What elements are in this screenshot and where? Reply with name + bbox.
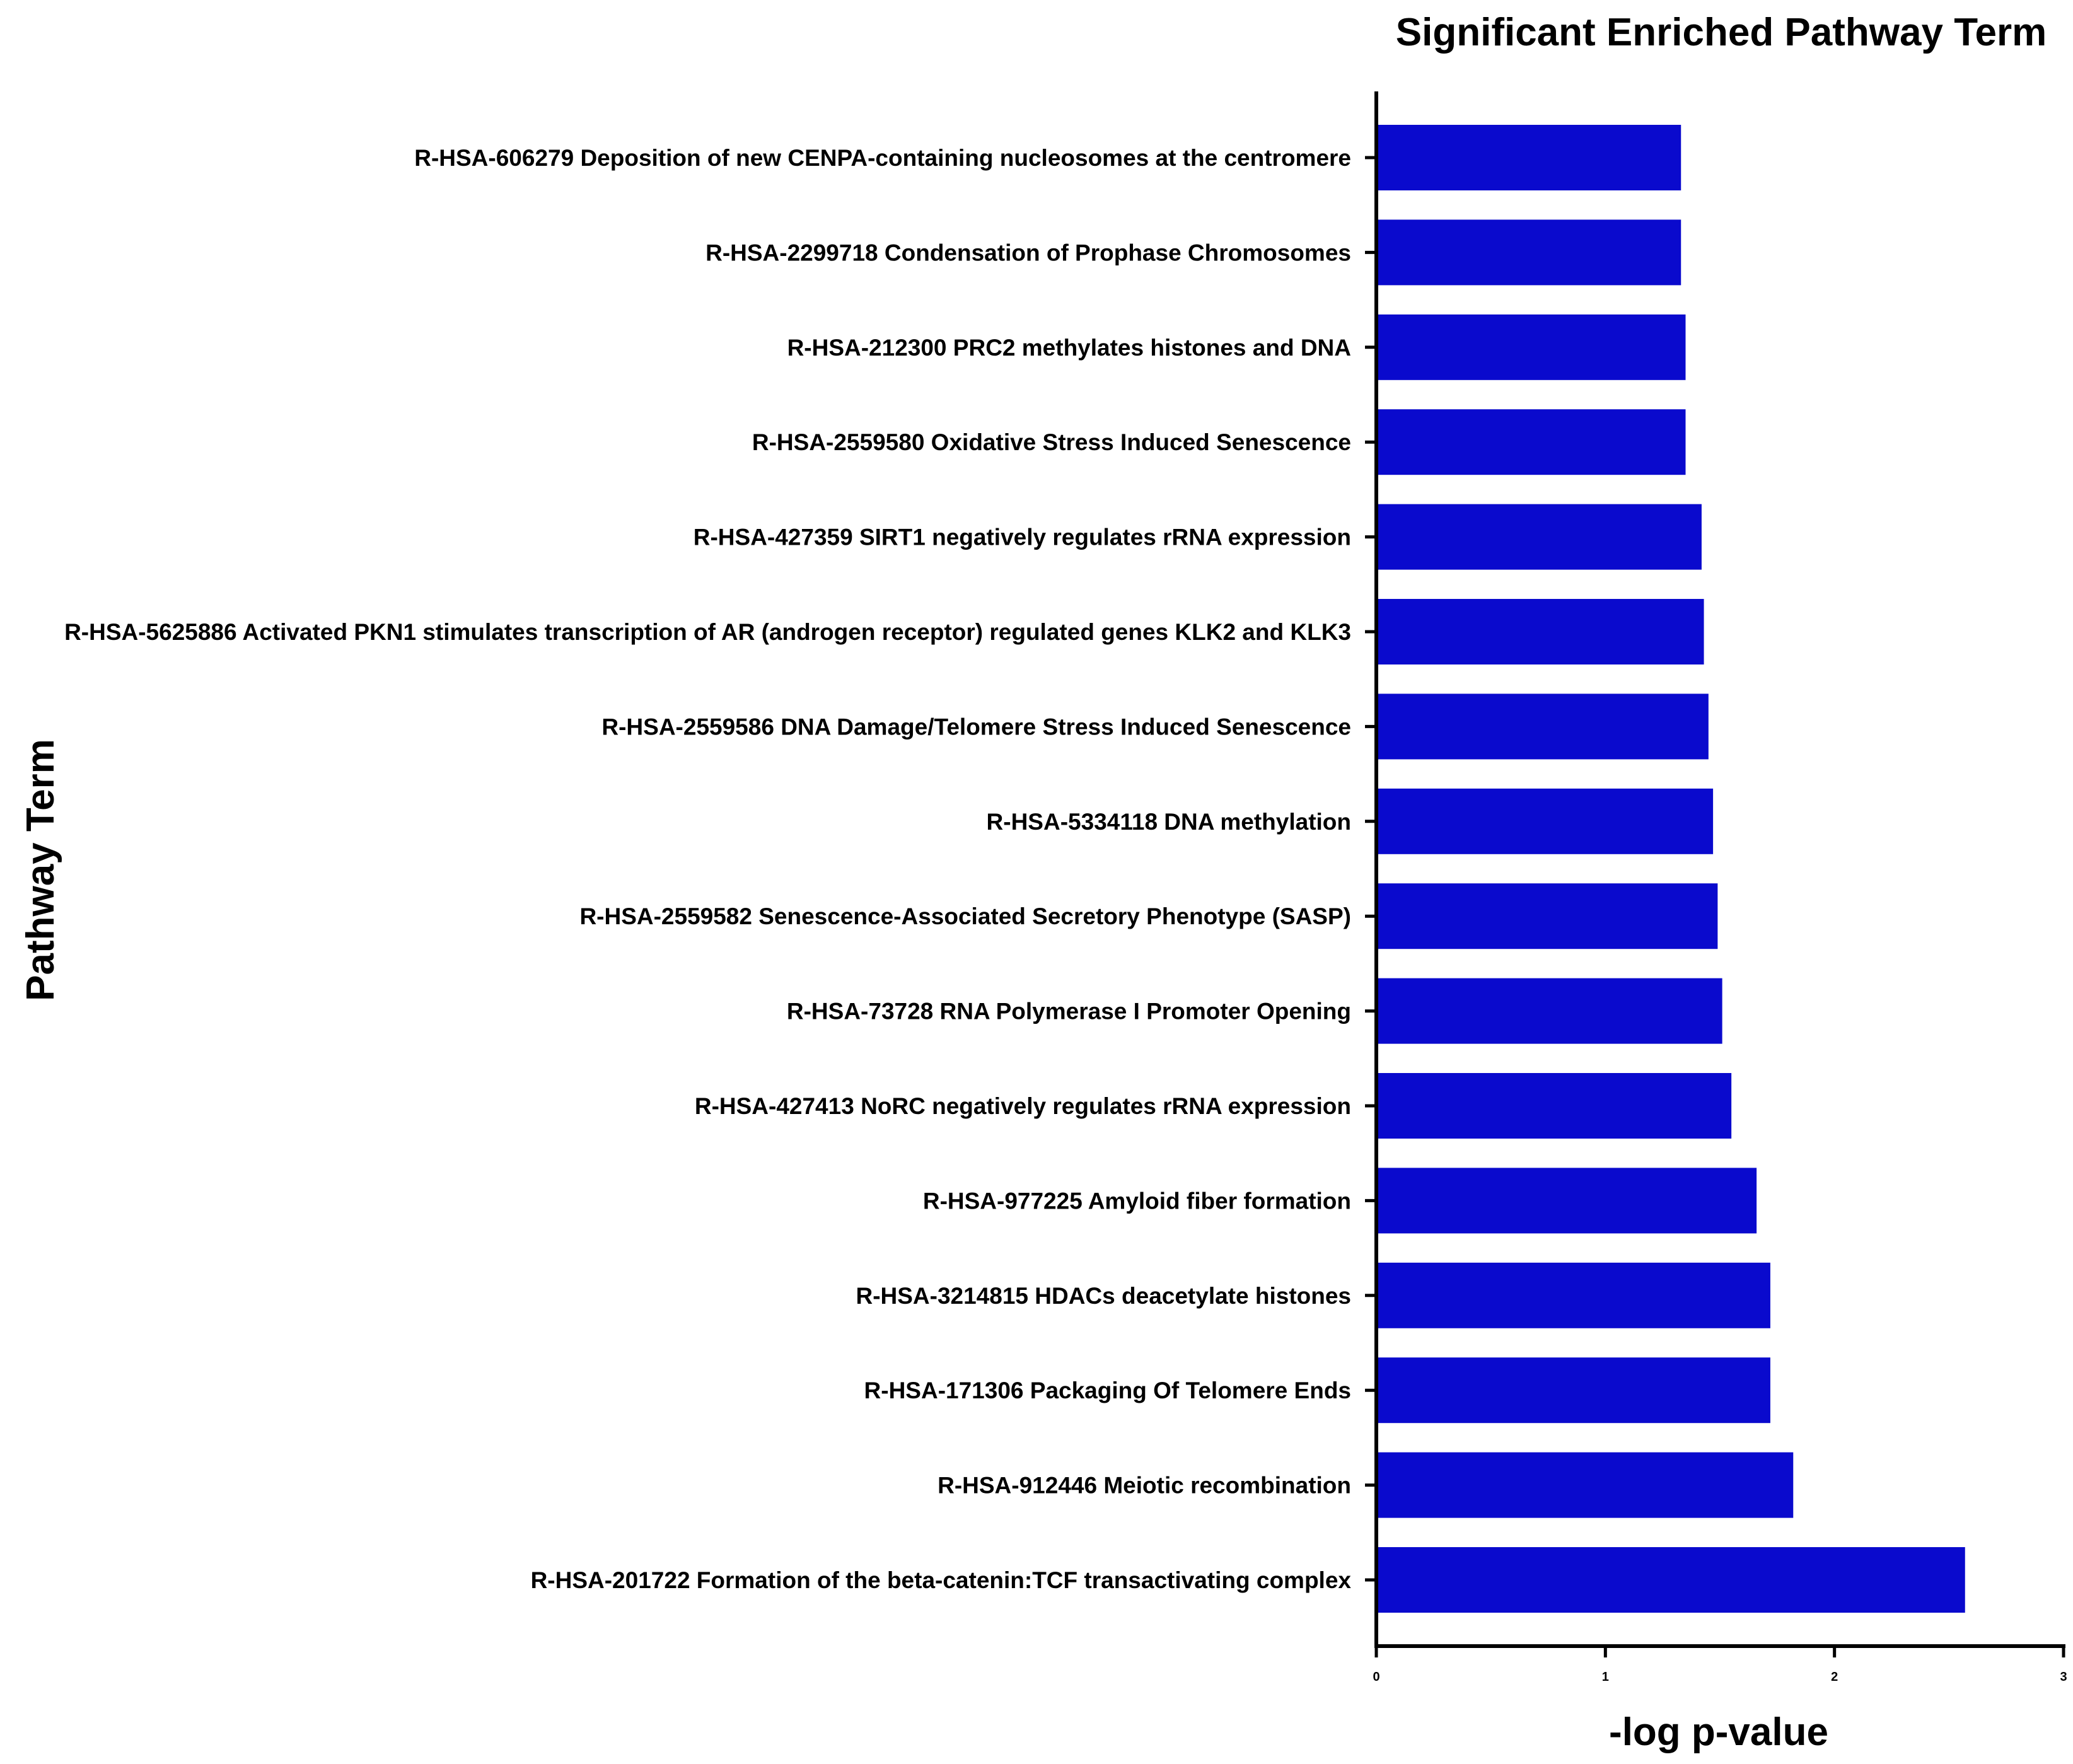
category-label: R-HSA-2559582 Senescence-Associated Secr… (579, 903, 1351, 929)
category-label: R-HSA-171306 Packaging Of Telomere Ends (864, 1378, 1351, 1403)
y-axis-label: Pathway Term (19, 739, 62, 1001)
bar (1376, 125, 1681, 190)
category-label: R-HSA-5625886 Activated PKN1 stimulates … (64, 619, 1351, 645)
category-labels-group: R-HSA-606279 Deposition of new CENPA-con… (64, 145, 1351, 1593)
category-label: R-HSA-5334118 DNA methylation (987, 809, 1351, 835)
category-label: R-HSA-212300 PRC2 methylates histones an… (787, 335, 1351, 361)
category-label: R-HSA-2299718 Condensation of Prophase C… (706, 240, 1351, 265)
bar (1376, 1262, 1770, 1328)
bar (1376, 1547, 1965, 1613)
bar (1376, 1168, 1757, 1234)
x-tick-label: 0 (1373, 1670, 1379, 1684)
bar (1376, 978, 1722, 1044)
category-label: R-HSA-427413 NoRC negatively regulates r… (695, 1093, 1351, 1119)
bar (1376, 693, 1709, 760)
category-label: R-HSA-912446 Meiotic recombination (938, 1473, 1351, 1499)
chart-title: Significant Enriched Pathway Term (1396, 11, 2047, 54)
category-label: R-HSA-73728 RNA Polymerase I Promoter Op… (787, 999, 1351, 1024)
bars-group (1376, 125, 1965, 1613)
bar (1376, 599, 1704, 664)
bar (1376, 1073, 1732, 1139)
x-tick-label: 2 (1831, 1670, 1838, 1684)
axes-group: 0 1 2 3 (1365, 91, 2067, 1684)
bar (1376, 788, 1714, 854)
category-label: R-HSA-201722 Formation of the beta-caten… (531, 1567, 1352, 1593)
x-tick-label: 1 (1602, 1670, 1609, 1684)
x-axis-label: -log p-value (1609, 1710, 1828, 1754)
category-label: R-HSA-3214815 HDACs deacetylate histones (856, 1283, 1351, 1309)
bar (1376, 409, 1686, 475)
bar (1376, 219, 1681, 286)
bar (1376, 1452, 1794, 1518)
x-tick-label: 3 (2060, 1670, 2067, 1684)
category-label: R-HSA-606279 Deposition of new CENPA-con… (414, 145, 1351, 171)
bar (1376, 504, 1702, 570)
category-label: R-HSA-2559586 DNA Damage/Telomere Stress… (601, 714, 1351, 740)
bar (1376, 1357, 1770, 1424)
bar (1376, 883, 1718, 949)
category-label: R-HSA-427359 SIRT1 negatively regulates … (694, 525, 1351, 550)
category-label: R-HSA-977225 Amyloid fiber formation (923, 1188, 1351, 1214)
category-label: R-HSA-2559580 Oxidative Stress Induced S… (752, 429, 1351, 455)
bar (1376, 314, 1686, 380)
